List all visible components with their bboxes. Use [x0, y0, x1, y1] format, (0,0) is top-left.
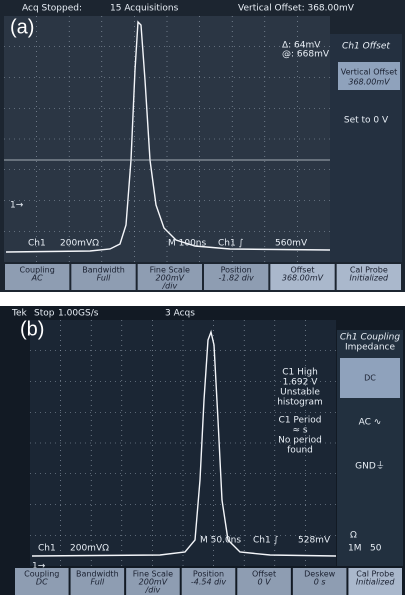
softkey-label: /div: [145, 586, 161, 595]
channel: Ch1: [38, 544, 56, 554]
ground-marker: 1→: [10, 201, 24, 211]
menu-item: 1M: [348, 544, 362, 554]
softkey-label: 0 s: [314, 578, 326, 587]
timebase: M 50.0ns: [200, 536, 241, 546]
menu-item: 50: [370, 544, 382, 554]
softkey-label: DC: [36, 578, 48, 587]
menu-item: DC: [364, 374, 376, 383]
trigger-level: 528mV: [298, 536, 331, 546]
trigger: Ch1 ∫: [253, 536, 279, 546]
panel-label: (b): [20, 318, 44, 340]
channel: Ch1: [28, 239, 46, 249]
menu-value: 368.00mV: [348, 78, 390, 87]
brand: Tek: [11, 309, 28, 319]
menu-item: Vertical Offset: [341, 68, 398, 77]
scale: 200mVΩ: [60, 239, 99, 249]
menu-title: Ch1 Coupling: [340, 333, 400, 343]
softkey-label: Full: [97, 274, 112, 283]
softkey-label: Initialized: [350, 274, 389, 283]
acquisitions: 3 Acqs: [165, 309, 195, 319]
trigger: Ch1 ∫: [218, 239, 244, 249]
scale: 200mVΩ: [70, 544, 109, 554]
softkey-label: Full: [90, 578, 105, 587]
measurement: 1.692 V: [283, 378, 319, 388]
measurement: No period: [278, 436, 322, 446]
vertical-offset: Vertical Offset: 368.00mV: [238, 4, 355, 14]
softkey-label: -4.54 div: [191, 578, 227, 587]
sample-rate: 1.00GS/s: [58, 309, 99, 319]
status: Acq Stopped:: [22, 4, 82, 14]
measurement: C1 High: [282, 368, 318, 378]
cursor-at: @: 668mV: [282, 50, 330, 60]
softkey-label: 0 V: [258, 578, 272, 587]
measurement: histogram: [277, 398, 323, 408]
measurement: ≈ s: [292, 426, 307, 436]
measurement: found: [287, 446, 313, 456]
measurement: Unstable: [280, 388, 320, 398]
measurement: C1 Period: [279, 416, 322, 426]
panel-label: (a): [10, 16, 34, 38]
softkey-label: AC: [31, 274, 43, 283]
softkey-label: 368.00mV: [282, 274, 324, 283]
menu-item: Set to 0 V: [344, 116, 389, 126]
timebase: M 100ns: [168, 239, 207, 249]
softkey-label: Initialized: [356, 578, 395, 587]
menu-item: GND⏚: [355, 461, 385, 472]
softkey-label: -1.82 div: [219, 274, 255, 283]
figure: (a) Acq Stopped: 15 Acquisitions Vertica…: [0, 0, 405, 595]
menu-title: Impedance: [345, 343, 396, 353]
menu-title: Ch1 Offset: [342, 42, 390, 52]
menu-item: AC ∿: [359, 418, 382, 428]
status: Stop: [34, 309, 55, 319]
acquisitions: 15 Acquisitions: [110, 4, 179, 14]
trigger-level: 560mV: [275, 239, 308, 249]
menu-item: Ω: [350, 531, 357, 541]
softkey-label: /div: [161, 282, 177, 291]
